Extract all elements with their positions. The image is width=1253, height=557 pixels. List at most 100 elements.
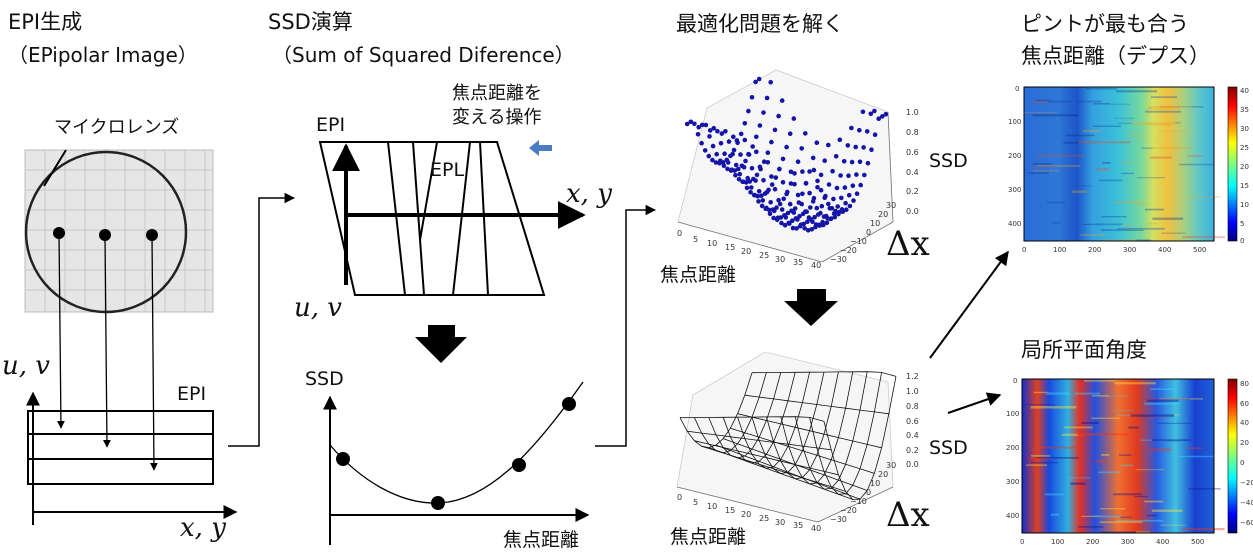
svg-text:0.4: 0.4	[906, 168, 919, 177]
svg-text:300: 300	[1121, 538, 1134, 546]
svg-text:15: 15	[725, 506, 735, 515]
scatter3d-y-ticks: −30 −20 −10 0 10 20 30	[830, 201, 896, 264]
col2-xy-label: x, y	[566, 179, 612, 209]
svg-text:400: 400	[1008, 220, 1021, 228]
angle-map-y-ticks: 0 100 200 300 400	[1006, 377, 1019, 520]
col2-focal-label: 焦点距離	[503, 529, 580, 551]
down-arrow-1	[415, 325, 467, 363]
svg-text:400: 400	[1156, 538, 1169, 546]
col2-epi-label: EPI	[316, 114, 346, 136]
ssd-calc-subtitle: （Sum of Squared Diference）	[272, 43, 575, 67]
svg-text:20: 20	[878, 210, 888, 219]
svg-text:0.6: 0.6	[906, 148, 919, 157]
ray-3	[150, 234, 158, 471]
col2-uv-label: u, v	[294, 293, 342, 323]
col1-uv-label: u, v	[2, 351, 50, 381]
svg-text:0: 0	[677, 229, 682, 238]
optimization-title: 最適化問題を解く	[676, 12, 844, 36]
svg-text:0.8: 0.8	[906, 402, 919, 411]
svg-text:100: 100	[1053, 246, 1066, 254]
svg-text:0.4: 0.4	[906, 431, 919, 440]
svg-text:0.6: 0.6	[906, 417, 919, 426]
svg-text:35: 35	[793, 521, 803, 530]
epi-gen-subtitle: （EPipolar Image）	[8, 43, 198, 67]
surface-ssd-label: SSD	[929, 437, 968, 459]
depth-map	[1023, 86, 1225, 242]
scatter-focal-label: 焦点距離	[660, 264, 737, 286]
svg-text:15: 15	[1240, 182, 1249, 190]
epl-label: EPL	[430, 159, 465, 181]
scatter3d-x-ticks: 0 5 10 15 20 25 30 35 40	[677, 229, 821, 270]
svg-text:400: 400	[1158, 246, 1171, 254]
svg-text:20: 20	[878, 470, 888, 479]
svg-text:10: 10	[707, 239, 717, 248]
ssd-point-3	[512, 458, 526, 472]
svg-text:30: 30	[1240, 125, 1249, 133]
down-arrow-2	[784, 289, 838, 326]
depth-colorbar	[1227, 86, 1238, 242]
ssd-point-4	[562, 397, 576, 411]
svg-text:−20: −20	[840, 506, 857, 515]
svg-text:1.0: 1.0	[906, 387, 919, 396]
depth-map-x-ticks: 0 100 200 300 400 500	[1022, 246, 1206, 254]
scatter-dx-label: Δx	[886, 224, 930, 264]
svg-text:1.2: 1.2	[906, 372, 919, 381]
svg-text:10: 10	[870, 219, 880, 228]
svg-text:100: 100	[1006, 410, 1019, 418]
svg-text:−10: −10	[850, 497, 867, 506]
svg-text:10: 10	[1240, 201, 1249, 209]
svg-text:−60: −60	[1240, 519, 1253, 527]
svg-text:60: 60	[1240, 400, 1249, 408]
svg-text:40: 40	[1240, 419, 1249, 427]
surface-dx-label: Δx	[886, 495, 930, 535]
svg-text:0: 0	[1022, 246, 1026, 254]
plane-angle-title: 局所平面角度	[1021, 338, 1147, 362]
svg-text:30: 30	[886, 201, 896, 210]
connector-2	[595, 204, 657, 447]
svg-text:0: 0	[1240, 237, 1244, 245]
svg-text:−10: −10	[850, 237, 867, 246]
blue-arrow-icon	[529, 140, 552, 156]
svg-text:0: 0	[866, 228, 871, 237]
depth-title: 焦点距離（デプス）	[1021, 44, 1210, 68]
svg-text:30: 30	[886, 461, 896, 470]
svg-text:0.0: 0.0	[906, 207, 919, 216]
svg-text:5: 5	[693, 235, 698, 244]
best-focus-title: ピントが最も合う	[1021, 12, 1189, 36]
svg-text:0.2: 0.2	[906, 187, 919, 196]
ray-1	[57, 232, 65, 429]
svg-text:0.8: 0.8	[906, 128, 919, 137]
col1-epi-label: EPI	[177, 383, 207, 405]
svg-text:20: 20	[1240, 163, 1249, 171]
svg-text:40: 40	[811, 524, 821, 533]
surface3d-mesh	[679, 371, 897, 500]
svg-text:20: 20	[1240, 439, 1249, 447]
epi-rows	[27, 410, 214, 485]
svg-text:0.2: 0.2	[906, 446, 919, 455]
svg-text:15: 15	[725, 243, 735, 252]
svg-text:0: 0	[677, 493, 682, 502]
angle-colorbar	[1227, 378, 1238, 534]
microlens-label: マイクロレンズ	[54, 117, 180, 138]
svg-text:10: 10	[870, 479, 880, 488]
angle-map-x-ticks: 0 100 200 300 400 500	[1020, 538, 1204, 546]
svg-text:−20: −20	[1240, 479, 1253, 487]
epi-trapezoid	[318, 141, 546, 296]
focal-op-label-1: 焦点距離を	[452, 83, 542, 104]
svg-text:25: 25	[759, 251, 769, 260]
scatter-ssd-label: SSD	[929, 150, 968, 172]
svg-text:400: 400	[1006, 512, 1019, 520]
svg-text:0: 0	[1013, 377, 1017, 385]
scatter3d-z-ticks: 1.0 0.8 0.6 0.4 0.2 0.0	[906, 108, 919, 216]
focal-op-label-2: 変える操作	[452, 107, 542, 128]
ssd-axis-label: SSD	[305, 368, 344, 390]
angle-colorbar-ticks: 80 60 40 20 0 −20 −40 −60	[1240, 380, 1253, 527]
angle-map	[1021, 378, 1225, 534]
depth-colorbar-ticks: 40 35 30 25 20 15 10 5 0	[1240, 87, 1249, 245]
svg-text:30: 30	[775, 518, 785, 527]
svg-text:35: 35	[793, 258, 803, 267]
svg-text:20: 20	[741, 247, 751, 256]
arrow-to-depth	[929, 250, 1009, 359]
svg-text:−40: −40	[1240, 499, 1253, 507]
svg-text:300: 300	[1006, 478, 1019, 486]
